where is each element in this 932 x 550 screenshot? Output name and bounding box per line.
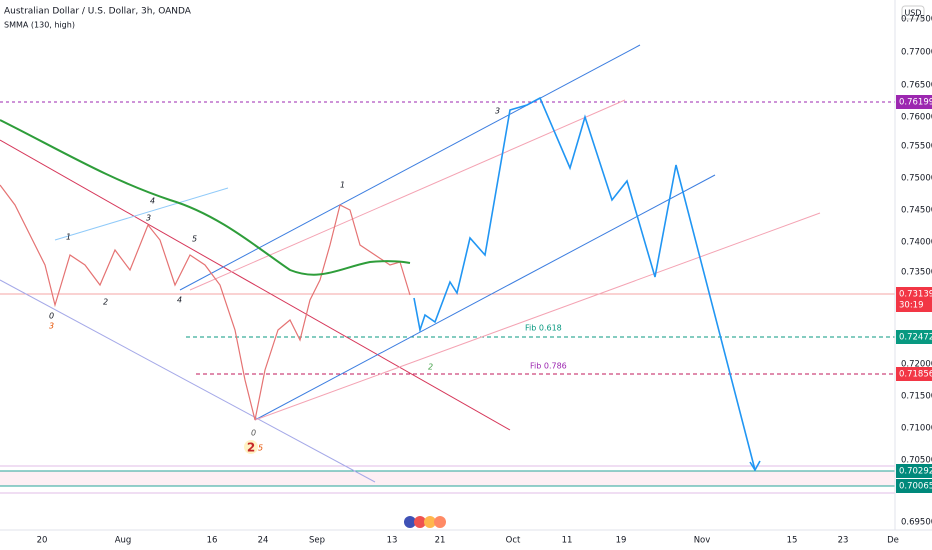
badge	[896, 479, 932, 493]
projection-arrow	[749, 460, 761, 472]
time-tick-label: 19	[616, 536, 627, 546]
wave-label: 1	[66, 233, 71, 242]
time-tick-label: Oct	[506, 536, 521, 546]
time-tick-label: Aug	[115, 536, 132, 546]
projection-path	[413, 96, 756, 471]
time-tick-label: Sep	[309, 536, 325, 546]
wave-label: 3	[146, 214, 151, 223]
symbol-title: Australian Dollar / U.S. Dollar, 3h, OAN…	[4, 7, 192, 17]
badge	[896, 95, 932, 109]
fib-label: Fib 0.618	[525, 324, 562, 333]
badge-text: 0.73139	[899, 290, 932, 300]
channel-line	[254, 174, 716, 421]
badge-text: 0.71856	[899, 370, 932, 380]
wave-label: 2	[428, 363, 433, 372]
channel-line	[189, 99, 626, 291]
wave-label: 4	[150, 197, 155, 206]
badge-text: 0.70065	[899, 482, 932, 492]
time-tick-label: 21	[435, 536, 446, 546]
wave-label: 5	[192, 235, 197, 244]
badge-text: 0.76199	[899, 98, 932, 108]
fib-label: Fib 0.786	[530, 362, 567, 371]
wave-label: 3	[49, 322, 54, 331]
time-tick-label: Nov	[694, 536, 711, 546]
currency[interactable]: USD	[904, 9, 921, 18]
time-tick-label: 15	[787, 536, 798, 546]
price-history	[0, 184, 411, 421]
logo	[404, 516, 446, 528]
time-tick-label: 23	[838, 536, 849, 546]
trend-line	[0, 139, 511, 431]
smma-line	[0, 119, 411, 276]
badge	[896, 367, 932, 381]
wave-label: 2	[247, 441, 255, 455]
indicator-label: SMMA (130, high)	[4, 21, 75, 30]
badge	[896, 287, 932, 312]
trend-line	[0, 279, 376, 483]
wave-label: 2	[103, 298, 108, 307]
wave-label: 3	[495, 107, 500, 116]
trend-line	[54, 187, 229, 241]
wave-label: 0	[49, 312, 54, 321]
wave-label: 1	[340, 181, 345, 190]
wave-label: 4	[177, 296, 182, 305]
time-tick-label: De	[887, 536, 899, 546]
zone	[0, 471, 895, 486]
time-tick-label: 13	[387, 536, 398, 546]
badge	[896, 330, 932, 344]
time-tick-label: 16	[207, 536, 218, 546]
time-tick-label: 24	[258, 536, 269, 546]
currency-box[interactable]	[901, 5, 925, 20]
channel-line	[179, 44, 641, 291]
badge-text: 30:19	[899, 301, 924, 311]
badge-text: 0.70292	[899, 467, 932, 477]
wave-marker	[244, 440, 258, 454]
badge	[896, 464, 932, 478]
time-tick-label: 11	[562, 536, 573, 546]
wave-label: 5	[258, 444, 263, 453]
channel-line	[254, 212, 821, 421]
badge-text: 0.72472	[899, 333, 932, 343]
wave-label: 0	[251, 429, 256, 438]
time-tick-label: 20	[37, 536, 48, 546]
